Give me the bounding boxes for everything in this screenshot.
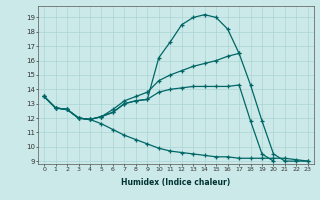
X-axis label: Humidex (Indice chaleur): Humidex (Indice chaleur)	[121, 178, 231, 187]
